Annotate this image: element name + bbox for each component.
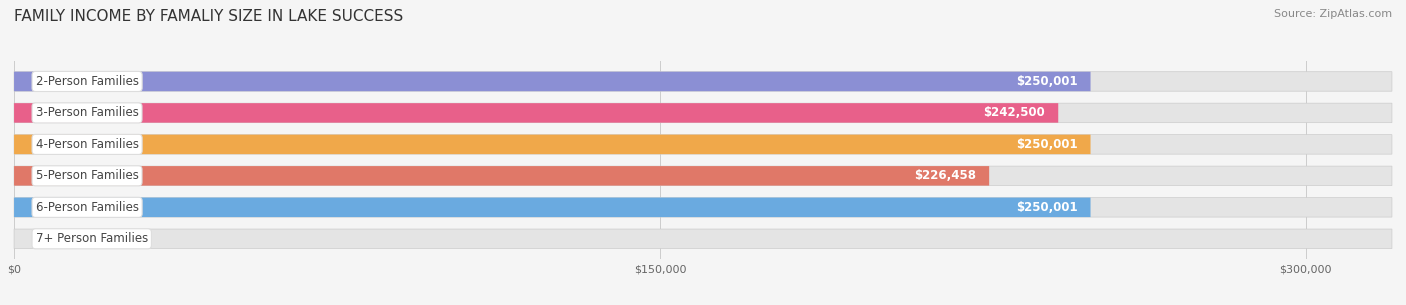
FancyBboxPatch shape (14, 135, 1392, 154)
FancyBboxPatch shape (14, 72, 1091, 91)
Text: FAMILY INCOME BY FAMALIY SIZE IN LAKE SUCCESS: FAMILY INCOME BY FAMALIY SIZE IN LAKE SU… (14, 9, 404, 24)
Text: 7+ Person Families: 7+ Person Families (35, 232, 148, 245)
FancyBboxPatch shape (14, 166, 1392, 186)
Text: $250,001: $250,001 (1017, 201, 1077, 214)
Text: 2-Person Families: 2-Person Families (35, 75, 139, 88)
Text: 6-Person Families: 6-Person Families (35, 201, 139, 214)
Text: $250,001: $250,001 (1017, 75, 1077, 88)
Text: 5-Person Families: 5-Person Families (35, 169, 138, 182)
FancyBboxPatch shape (14, 103, 1392, 123)
FancyBboxPatch shape (14, 103, 1059, 123)
Text: $226,458: $226,458 (914, 169, 976, 182)
FancyBboxPatch shape (14, 229, 1392, 249)
FancyBboxPatch shape (14, 166, 990, 186)
Text: $0: $0 (48, 232, 65, 245)
Text: $242,500: $242,500 (984, 106, 1045, 120)
FancyBboxPatch shape (14, 198, 1392, 217)
Text: $250,001: $250,001 (1017, 138, 1077, 151)
Text: 3-Person Families: 3-Person Families (35, 106, 138, 120)
FancyBboxPatch shape (14, 198, 1091, 217)
FancyBboxPatch shape (14, 135, 1091, 154)
FancyBboxPatch shape (14, 72, 1392, 91)
Text: 4-Person Families: 4-Person Families (35, 138, 139, 151)
Text: Source: ZipAtlas.com: Source: ZipAtlas.com (1274, 9, 1392, 19)
